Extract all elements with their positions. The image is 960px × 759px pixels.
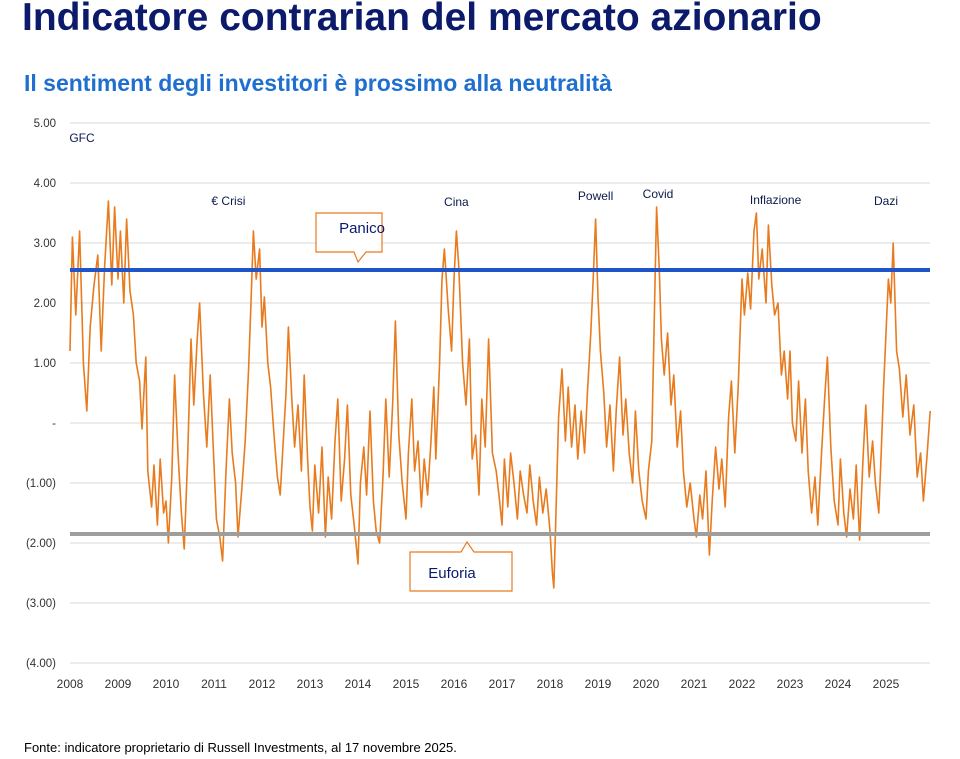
x-tick-label: 2024 (825, 677, 852, 691)
threshold-callouts: Panico Euforia (315, 212, 513, 592)
x-tick-label: 2018 (537, 677, 564, 691)
x-tick-label: 2015 (393, 677, 420, 691)
event-labels: GFC € Crisi Cina Powell Covid Inflazione Dazi (69, 131, 898, 209)
y-tick-label: 4.00 (34, 178, 56, 190)
x-tick-label: 2023 (777, 677, 804, 691)
x-tick-label: 2009 (105, 677, 132, 691)
x-tick-label: 2013 (297, 677, 324, 691)
y-tick-label: 1.00 (34, 358, 56, 370)
page-subtitle: Il sentiment degli investitori è prossim… (24, 70, 612, 96)
panic-callout-label: Panico (339, 220, 385, 237)
euphoria-callout-label: Euforia (428, 565, 476, 582)
y-tick-label: 5.00 (34, 118, 56, 130)
event-label: Dazi (874, 194, 898, 208)
threshold-lines (70, 268, 930, 536)
x-tick-label: 2020 (633, 677, 660, 691)
y-axis-labels: 5.00 4.00 3.00 2.00 1.00 - (1.00) (2.00) (3.00) (… (26, 118, 56, 670)
x-tick-label: 2008 (57, 677, 84, 691)
event-label: GFC (69, 131, 95, 145)
x-tick-label: 2025 (873, 677, 900, 691)
x-tick-label: 2019 (585, 677, 612, 691)
sentiment-line-chart: 5.00 4.00 3.00 2.00 1.00 - (1.00) (2.00) (3.00) (… (26, 118, 931, 691)
sentiment-series-line (69, 200, 931, 589)
event-label: Cina (444, 195, 469, 209)
event-label: Powell (578, 189, 613, 203)
y-tick-label: (2.00) (26, 538, 56, 550)
x-tick-label: 2022 (729, 677, 756, 691)
event-label: € Crisi (211, 194, 245, 208)
x-tick-label: 2021 (681, 677, 708, 691)
event-label: Inflazione (750, 193, 802, 207)
grid-lines (70, 122, 930, 664)
x-tick-label: 2016 (441, 677, 468, 691)
page-title: Indicatore contrarian del mercato aziona… (22, 0, 822, 39)
x-tick-label: 2017 (489, 677, 516, 691)
x-tick-label: 2010 (153, 677, 180, 691)
x-axis-labels: 2008 2009 2010 2011 2012 2013 2014 2015 2016 2017… (57, 677, 900, 691)
y-tick-label: (4.00) (26, 658, 56, 670)
y-tick-label: - (52, 418, 56, 430)
y-tick-label: (1.00) (26, 478, 56, 490)
x-tick-label: 2014 (345, 677, 372, 691)
y-tick-label: 2.00 (34, 298, 56, 310)
event-label: Covid (643, 187, 674, 201)
y-tick-label: 3.00 (34, 238, 56, 250)
x-tick-label: 2012 (249, 677, 276, 691)
series-layer (69, 200, 931, 589)
source-note: Fonte: indicatore proprietario di Russel… (24, 740, 457, 755)
y-tick-label: (3.00) (26, 598, 56, 610)
panic-callout-box (315, 212, 383, 264)
euphoria-callout-box (409, 540, 513, 592)
x-tick-label: 2011 (201, 677, 227, 691)
